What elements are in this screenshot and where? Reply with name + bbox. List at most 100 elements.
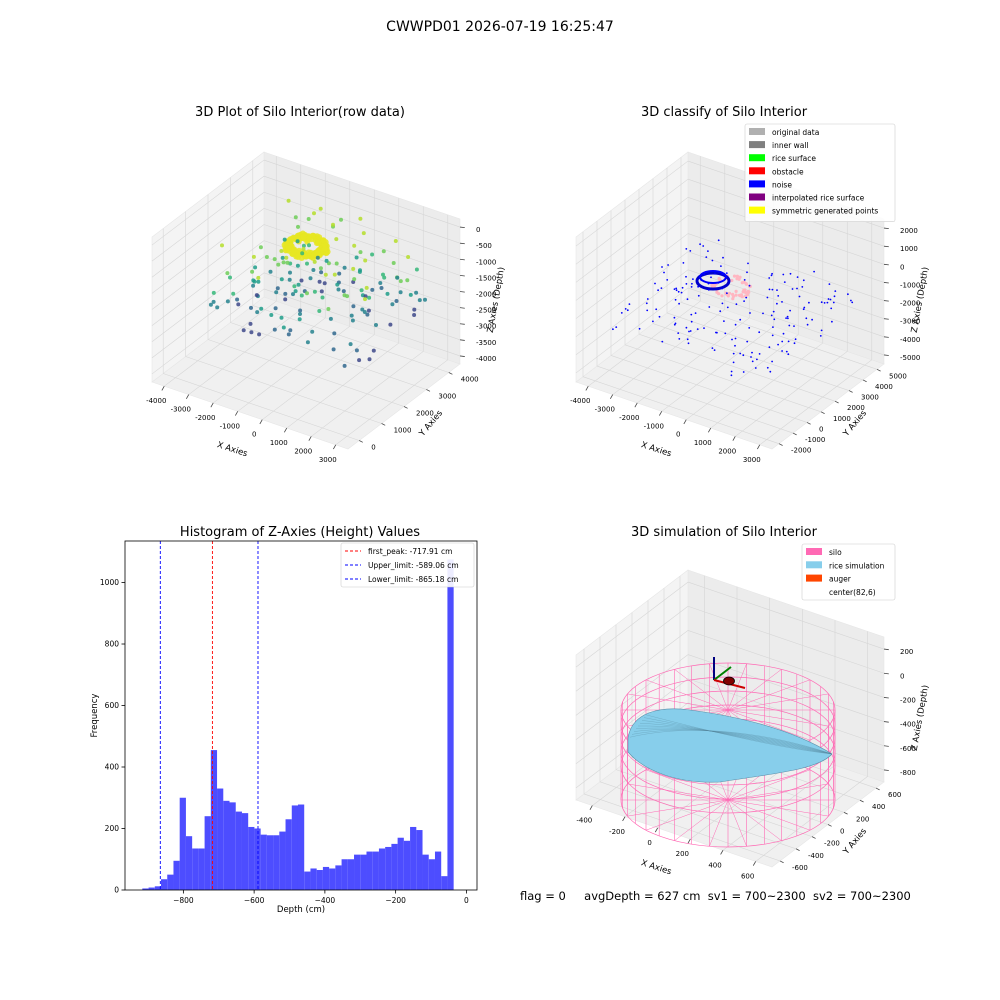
x-tick-label: -400 [576,817,592,825]
noise-point [638,327,641,330]
noise-point [796,287,798,290]
noise-point [829,298,832,301]
noise-point [734,323,737,326]
gridline [615,769,813,837]
gridline [612,309,725,395]
y-tick-label: 1000 [833,415,851,423]
rice-mesh-line [641,720,833,755]
histogram-bar [185,836,193,890]
z-tick [883,282,889,284]
histogram-bar [148,887,155,890]
hist-y-tick-label: 600 [105,701,120,710]
silo-spoke [709,799,729,847]
silo-spoke [709,663,729,711]
z-tick-label: -1000 [476,258,496,266]
noise-point [834,290,837,292]
noise-point [710,276,712,279]
classify-plot-title: 3D classify of Silo Interior [641,105,808,120]
x-tick-label: 1000 [694,439,712,447]
noise-point [750,356,752,358]
histogram-bar [416,830,423,890]
noise-point [788,324,791,327]
raw-point [300,251,305,256]
raw-point [293,289,298,294]
gridline [687,197,885,265]
noise-point [771,272,773,275]
raw-point [208,302,213,307]
raw-point [412,307,417,312]
noise-point [691,282,693,285]
noise-point [754,367,757,369]
gridline [575,287,689,374]
x-axis-label: X Axies [216,440,249,459]
noise-point [746,340,749,343]
y-tick-label: -2000 [791,447,811,455]
raw-point [256,279,261,284]
silo-spoke [674,669,729,711]
raw-point [408,292,413,297]
noise-point [723,320,725,322]
silo-spoke [727,709,829,727]
gridline [151,256,265,342]
histogram-bar [260,834,267,890]
rice-mesh-line [639,723,833,755]
histogram-bar [354,854,361,890]
x-tick [259,419,263,425]
histogram-bar [341,859,348,890]
raw-point [296,247,302,254]
raw-point [360,307,365,312]
x-tick [622,816,626,822]
z-tick [883,745,889,747]
noise-point [721,273,724,276]
silo-spoke [645,679,729,711]
noise-point [794,338,797,341]
x-tick [708,427,712,433]
noise-point [682,262,685,264]
raw-point [289,235,296,242]
raw-point [305,340,310,345]
noise-point [746,271,748,274]
noise-point [793,342,796,345]
raw-point [273,306,278,311]
noise-point [722,256,724,259]
surface-point [737,293,742,297]
histogram-bar [372,851,379,890]
noise-ring [695,271,731,291]
gridline [252,305,449,373]
histogram-bar [304,871,311,890]
raw-point [363,297,367,302]
raw-point [279,277,284,282]
histogram-bar [366,851,373,890]
x-tick [186,394,190,399]
raw-point [315,239,322,246]
panel-histogram: Histogram of Z-Axies (Height) Values −80… [90,525,478,915]
noise-point [674,298,677,301]
z-tick-label: 0 [900,263,904,271]
raw-plot-title: 3D Plot of Silo Interior(row data) [195,105,405,120]
hist-y-tick-label: 200 [105,824,120,833]
gridline [582,376,780,444]
x-tick-label: -3000 [595,406,615,414]
y-tick-label: 2000 [416,410,434,418]
raw-point [295,263,300,268]
raw-point [235,297,240,302]
raw-point [299,293,304,298]
raw-point [335,282,340,287]
silo-spoke [727,799,747,847]
histogram-bars [142,559,454,890]
gridline [575,160,689,247]
noise-point [739,318,742,321]
noise-point [661,340,664,343]
x-tick [585,385,589,391]
x-tick [634,402,638,408]
y-tick-label: 200 [856,815,869,823]
surface-point [734,293,738,297]
raw-point [285,245,292,252]
noise-point [820,301,823,304]
histogram-bar [434,851,442,890]
histogram-bar [179,797,186,890]
silo-spoke [727,799,782,841]
noise-point [730,374,733,377]
noise-point [773,318,776,321]
hist-x-tick-label: −200 [385,896,406,905]
